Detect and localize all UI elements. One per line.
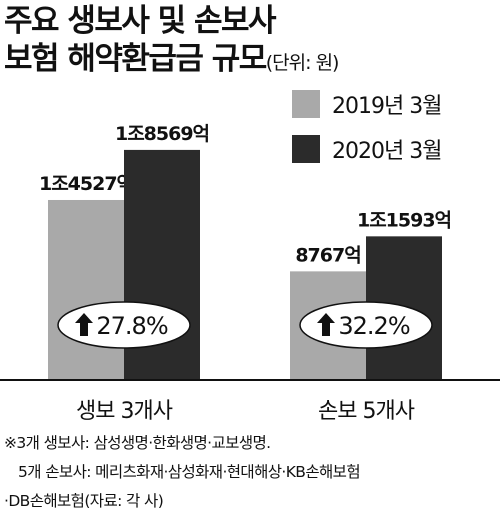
legend-swatch: [292, 90, 320, 118]
growth-rate-label: 32.2%: [338, 312, 409, 340]
bar-value-label: 8767억: [295, 244, 360, 266]
bar-2019-life: [48, 199, 124, 380]
chart-title-line1: 주요 생보사 및 손보사: [4, 3, 277, 39]
growth-rate-label: 27.8%: [96, 312, 167, 340]
footnote-line-2: 5개 손보사: 메리츠화재·삼성화재·현대해상·KB손해보험: [18, 463, 361, 481]
growth-badge: [57, 301, 191, 349]
legend-label: 2020년 3월: [332, 139, 441, 164]
legend-label: 2019년 3월: [332, 94, 441, 119]
category-label: 생보 3개사: [76, 399, 173, 424]
bar-value-label: 1조8569억: [115, 123, 209, 145]
footnote-line-1: ※3개 생보사: 삼성생명·한화생명·교보생명.: [4, 434, 271, 452]
bar-value-label: 1조1593억: [357, 209, 451, 231]
footnote-line-3: ·DB손해보험(자료: 각 사): [4, 492, 164, 510]
up-arrow-icon: [75, 313, 93, 336]
legend-swatch: [292, 135, 320, 163]
unit-label: (단위: 원): [265, 52, 340, 74]
bar-value-label: 1조4527억: [39, 173, 133, 195]
chart-title-line2-text: 보험 해약환급금 규모: [4, 41, 267, 77]
up-arrow-icon: [317, 313, 335, 336]
growth-badge: [299, 301, 433, 349]
category-label: 손보 5개사: [318, 399, 415, 424]
chart-title-line2: 보험 해약환급금 규모(단위: 원): [4, 41, 340, 77]
